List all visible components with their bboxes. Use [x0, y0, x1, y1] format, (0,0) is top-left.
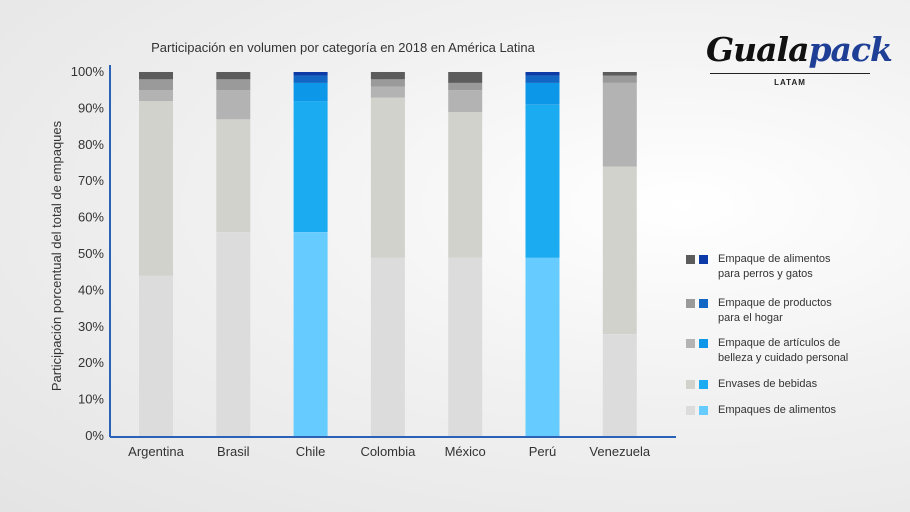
- logo-text-accent: pack: [808, 30, 892, 69]
- legend-swatch-blue: [699, 406, 708, 415]
- bar-segment-colombia-2: [370, 97, 405, 258]
- legend-item: Empaque de alimentos para perros y gatos: [686, 252, 831, 282]
- y-tick-label: 0%: [85, 428, 104, 443]
- bar-segment-brasil-2: [216, 119, 251, 233]
- legend-item: Empaques de alimentos: [686, 403, 836, 418]
- bar-segment-argentina-5: [139, 72, 173, 80]
- bar-segment-argentina-2: [139, 101, 173, 276]
- logo-text-main: Guala: [706, 30, 809, 69]
- legend-swatch-blue: [699, 339, 708, 348]
- y-tick-label: 20%: [78, 355, 104, 370]
- y-tick-label: 10%: [78, 392, 104, 407]
- y-tick-label: 40%: [78, 282, 104, 297]
- bar-segment-perú-1: [525, 257, 560, 436]
- bar-segment-venezuela-1: [602, 334, 637, 436]
- bar-segment-méxico-4: [448, 82, 483, 91]
- y-axis-title: Participación porcentual del total de em…: [49, 120, 64, 391]
- bar-segment-brasil-4: [216, 79, 251, 91]
- bar-segment-méxico-2: [448, 112, 483, 258]
- bar-segment-brasil-3: [216, 90, 251, 120]
- bar-segment-colombia-4: [370, 79, 405, 87]
- bar-segment-venezuela-2: [602, 166, 637, 334]
- y-tick-label: 60%: [78, 210, 104, 225]
- legend-label: Empaque de artículos de belleza y cuidad…: [718, 337, 849, 364]
- x-tick-label: Perú: [529, 444, 556, 459]
- y-tick-label: 50%: [78, 246, 104, 261]
- y-tick-labels: 0% 10% 20% 30% 40% 50% 60% 70% 80% 90% 100%: [71, 64, 105, 443]
- legend-label: Empaque de productos para el hogar: [718, 297, 832, 324]
- legend-item: Empaque de artículos de belleza y cuidad…: [686, 336, 848, 366]
- bar-segment-venezuela-4: [602, 75, 637, 83]
- bar-segment-argentina-4: [139, 79, 173, 91]
- legend-item: Empaque de productos para el hogar: [686, 296, 832, 326]
- y-tick-label: 100%: [71, 64, 105, 79]
- bar-segment-chile-3: [293, 82, 328, 102]
- y-tick-label: 80%: [78, 137, 104, 152]
- legend-swatch-blue: [699, 380, 708, 389]
- legend-swatch-blue: [699, 299, 708, 308]
- legend-swatch-blue: [699, 255, 708, 264]
- legend-swatch-gray: [686, 299, 695, 308]
- bar-segment-perú-3: [525, 82, 560, 105]
- legend-swatch-gray: [686, 339, 695, 348]
- bar-segment-perú-4: [525, 75, 560, 83]
- bar-segment-perú-5: [525, 72, 560, 76]
- x-tick-label: Colombia: [360, 444, 416, 459]
- y-tick-label: 90%: [78, 100, 104, 115]
- legend-swatch-gray: [686, 380, 695, 389]
- bar-segment-argentina-1: [139, 275, 173, 436]
- legend-label: Empaque de alimentos para perros y gatos: [718, 253, 831, 280]
- bars-group: [139, 72, 637, 436]
- logo-subtitle: LATAM: [774, 78, 806, 87]
- x-tick-label: Chile: [296, 444, 326, 459]
- logo-wordmark: Gualapack: [706, 30, 893, 70]
- bar-segment-chile-4: [293, 75, 328, 83]
- bar-segment-méxico-3: [448, 90, 483, 112]
- bar-segment-méxico-5: [448, 72, 483, 83]
- legend-swatch-gray: [686, 255, 695, 264]
- x-tick-label: Argentina: [128, 444, 184, 459]
- legend-label: Envases de bebidas: [718, 378, 818, 390]
- x-tick-label: Venezuela: [589, 444, 650, 459]
- bar-segment-méxico-1: [448, 257, 483, 436]
- gualapack-logo: Gualapack LATAM: [706, 30, 893, 87]
- chart-title: Participación en volumen por categoría e…: [151, 40, 536, 55]
- y-tick-label: 30%: [78, 319, 104, 334]
- logo-rule: [710, 73, 870, 74]
- x-tick-label: Brasil: [217, 444, 250, 459]
- bar-segment-brasil-1: [216, 232, 251, 436]
- y-tick-label: 70%: [78, 173, 104, 188]
- legend-label: Empaques de alimentos: [718, 404, 837, 416]
- bar-segment-chile-5: [293, 72, 328, 76]
- bar-segment-venezuela-5: [602, 72, 637, 76]
- bar-segment-brasil-5: [216, 72, 251, 80]
- bar-segment-chile-2: [293, 101, 328, 233]
- x-tick-label: México: [445, 444, 486, 459]
- bar-segment-perú-2: [525, 104, 560, 258]
- bar-segment-colombia-5: [370, 72, 405, 80]
- bar-segment-venezuela-3: [602, 82, 637, 167]
- bar-segment-colombia-3: [370, 86, 405, 98]
- legend-item: Envases de bebidas: [686, 377, 817, 392]
- bar-segment-chile-1: [293, 232, 328, 436]
- bar-segment-colombia-1: [370, 257, 405, 436]
- bar-segment-argentina-3: [139, 90, 173, 102]
- legend-swatch-gray: [686, 406, 695, 415]
- x-tick-labels: Argentina Brasil Chile Colombia México Perú Ve…: [128, 444, 651, 459]
